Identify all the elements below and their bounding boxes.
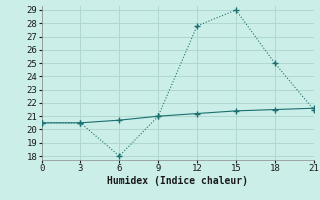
- X-axis label: Humidex (Indice chaleur): Humidex (Indice chaleur): [107, 176, 248, 186]
